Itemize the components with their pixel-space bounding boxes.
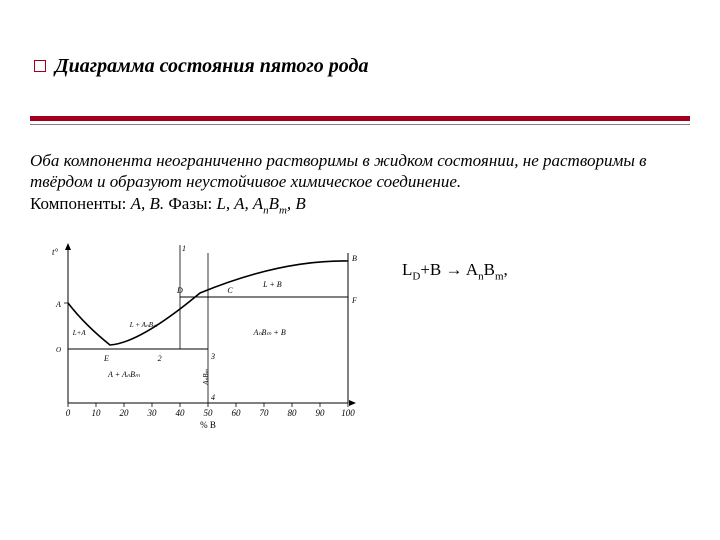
svg-text:40: 40 xyxy=(176,408,186,418)
svg-text:10: 10 xyxy=(92,408,102,418)
body-line2-mid: Фазы: xyxy=(164,194,216,213)
svg-text:L+A: L+A xyxy=(72,329,87,337)
reaction-A: A xyxy=(466,260,478,279)
body-line2-prefix: Компоненты: xyxy=(30,194,131,213)
reaction-equation: LD+B → AnBm, xyxy=(402,260,508,282)
reaction-comma: , xyxy=(504,260,508,279)
title-rule xyxy=(30,116,690,125)
svg-text:L + AₙBₘ: L + AₙBₘ xyxy=(129,321,158,329)
svg-text:AₙBₘ: AₙBₘ xyxy=(202,369,210,386)
svg-text:4: 4 xyxy=(211,393,215,402)
svg-text:80: 80 xyxy=(288,408,298,418)
svg-text:1: 1 xyxy=(182,244,186,253)
svg-text:70: 70 xyxy=(260,408,270,418)
svg-text:% B: % B xyxy=(200,420,216,430)
body-paragraph: Оба компонента неограниченно растворимы … xyxy=(30,150,690,218)
svg-text:E: E xyxy=(103,354,109,363)
svg-text:50: 50 xyxy=(204,408,214,418)
svg-text:20: 20 xyxy=(120,408,130,418)
svg-text:A + AₙBₘ: A + AₙBₘ xyxy=(107,370,140,379)
body-line2-comp: A, B. xyxy=(131,194,165,213)
title-bullet xyxy=(34,60,46,72)
svg-text:100: 100 xyxy=(341,408,355,418)
svg-text:A: A xyxy=(55,300,61,309)
svg-text:D: D xyxy=(176,286,183,295)
phase-diagram: t°10102030405060708090100% BOAEDCFB234L+… xyxy=(30,235,370,435)
slide-title: Диаграмма состояния пятого рода xyxy=(55,55,368,78)
svg-text:C: C xyxy=(227,286,233,295)
body-line1: Оба компонента неограниченно растворимы … xyxy=(30,151,646,191)
svg-text:30: 30 xyxy=(147,408,158,418)
svg-text:90: 90 xyxy=(316,408,326,418)
svg-text:0: 0 xyxy=(66,408,71,418)
reaction-m: m xyxy=(495,270,504,282)
reaction-L: L xyxy=(402,260,412,279)
phases-sub-m: m xyxy=(279,204,287,216)
phases-b: B xyxy=(269,194,279,213)
svg-text:F: F xyxy=(351,296,357,305)
svg-text:2: 2 xyxy=(158,354,162,363)
phases-c: , B xyxy=(287,194,306,213)
svg-text:t°: t° xyxy=(52,247,59,257)
reaction-plus: +B xyxy=(420,260,441,279)
phases-a: L, A, A xyxy=(216,194,263,213)
reaction-B: B xyxy=(484,260,495,279)
svg-text:O: O xyxy=(56,346,61,354)
reaction-arrow: → xyxy=(441,260,466,279)
svg-text:AₙBₘ + B: AₙBₘ + B xyxy=(252,328,285,337)
svg-text:B: B xyxy=(352,254,357,263)
svg-text:60: 60 xyxy=(232,408,242,418)
svg-text:L + B: L + B xyxy=(262,280,282,289)
svg-text:3: 3 xyxy=(210,352,215,361)
